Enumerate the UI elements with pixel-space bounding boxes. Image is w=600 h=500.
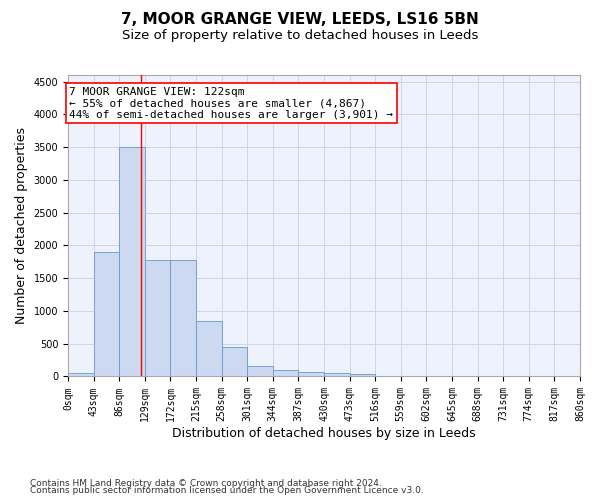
- Text: Size of property relative to detached houses in Leeds: Size of property relative to detached ho…: [122, 29, 478, 42]
- X-axis label: Distribution of detached houses by size in Leeds: Distribution of detached houses by size …: [172, 427, 476, 440]
- Bar: [68, 373, 94, 376]
- Bar: [196, 321, 221, 376]
- Text: Contains HM Land Registry data © Crown copyright and database right 2024.: Contains HM Land Registry data © Crown c…: [30, 478, 382, 488]
- Bar: [221, 347, 247, 376]
- Bar: [119, 147, 145, 376]
- Text: 7, MOOR GRANGE VIEW, LEEDS, LS16 5BN: 7, MOOR GRANGE VIEW, LEEDS, LS16 5BN: [121, 12, 479, 28]
- Bar: [273, 370, 298, 376]
- Bar: [350, 374, 375, 376]
- Text: Contains public sector information licensed under the Open Government Licence v3: Contains public sector information licen…: [30, 486, 424, 495]
- Text: 7 MOOR GRANGE VIEW: 122sqm
← 55% of detached houses are smaller (4,867)
44% of s: 7 MOOR GRANGE VIEW: 122sqm ← 55% of deta…: [69, 87, 393, 120]
- Bar: [170, 260, 196, 376]
- Bar: [298, 372, 324, 376]
- Bar: [145, 260, 170, 376]
- Bar: [324, 373, 350, 376]
- Bar: [94, 252, 119, 376]
- Bar: [247, 366, 273, 376]
- Y-axis label: Number of detached properties: Number of detached properties: [15, 127, 28, 324]
